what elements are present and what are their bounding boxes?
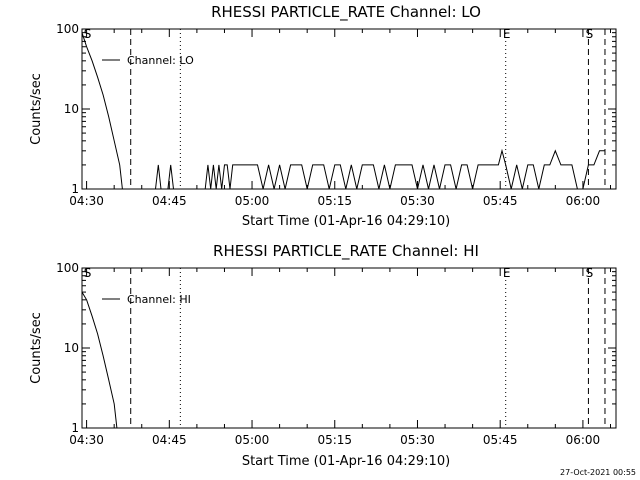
marker-label: E [503, 27, 511, 41]
y-axis-label: Counts/sec [29, 312, 44, 384]
chart-title: RHESSI PARTICLE_RATE Channel: LO [211, 3, 481, 22]
y-tick-label: 100 [56, 22, 79, 36]
x-tick-label: 05:00 [235, 433, 270, 447]
panel-lo: RHESSI PARTICLE_RATE Channel: LO Counts/… [29, 3, 617, 229]
x-tick-label: 04:45 [152, 194, 187, 208]
x-tick-label: 05:30 [400, 433, 435, 447]
x-tick-label: 04:30 [69, 433, 104, 447]
legend-entry: Channel: LO [127, 54, 194, 67]
marker-label: S [84, 266, 92, 280]
series-line-0 [81, 32, 605, 190]
x-tick-label: 05:45 [483, 194, 518, 208]
marker-label: S [586, 266, 594, 280]
panel-hi: RHESSI PARTICLE_RATE Channel: HI Counts/… [29, 242, 617, 469]
y-tick-label: 10 [64, 341, 79, 355]
x-tick-label: 05:00 [235, 194, 270, 208]
y-tick-label: 10 [64, 102, 79, 116]
y-axis-label: Counts/sec [29, 73, 44, 145]
x-tick-label: 05:15 [317, 433, 352, 447]
chart-title: RHESSI PARTICLE_RATE Channel: HI [213, 242, 479, 261]
marker-label: S [84, 27, 92, 41]
x-tick-label: 05:45 [483, 433, 518, 447]
x-tick-label: 05:15 [317, 194, 352, 208]
marker-label: E [503, 266, 511, 280]
footer-timestamp: 27-Oct-2021 00:55 [560, 468, 636, 477]
marker-label: S [586, 27, 594, 41]
x-tick-label: 04:30 [69, 194, 104, 208]
x-tick-label: 04:45 [152, 433, 187, 447]
x-tick-label: 06:00 [566, 433, 601, 447]
y-tick-label: 1 [71, 182, 79, 196]
x-axis-label: Start Time (01-Apr-16 04:29:10) [242, 454, 450, 469]
x-tick-label: 06:00 [566, 194, 601, 208]
legend-entry: Channel: HI [127, 293, 191, 306]
x-axis-label: Start Time (01-Apr-16 04:29:10) [242, 214, 450, 229]
y-tick-label: 100 [56, 261, 79, 275]
x-tick-label: 05:30 [400, 194, 435, 208]
y-tick-label: 1 [71, 421, 79, 435]
series-line-0 [81, 291, 118, 429]
plot-frame [81, 28, 617, 190]
plot-frame [81, 267, 617, 429]
